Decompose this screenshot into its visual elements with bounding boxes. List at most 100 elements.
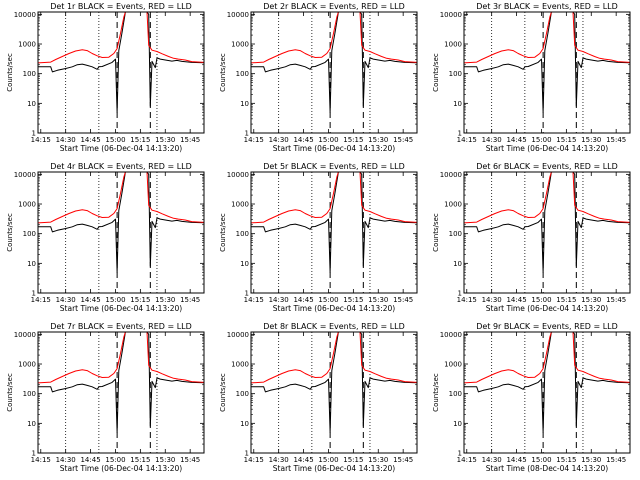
x-tick-label: 14:45 bbox=[293, 456, 313, 464]
y-tick-label: 10 bbox=[453, 100, 462, 108]
y-tick-label: 10 bbox=[27, 100, 36, 108]
y-axis-label: Counts/sec bbox=[432, 213, 440, 252]
x-tick-label: 15:00 bbox=[318, 456, 338, 464]
y-tick-label: 1000 bbox=[444, 201, 462, 209]
events-series-line bbox=[464, 331, 631, 433]
y-tick-label: 1000 bbox=[231, 41, 249, 49]
x-tick-label: 14:45 bbox=[80, 296, 100, 304]
x-axis-label: Start Time (06-Dec-04 14:13:20) bbox=[486, 304, 608, 313]
y-tick-label: 1000 bbox=[18, 201, 36, 209]
y-tick-label: 10000 bbox=[14, 331, 36, 339]
y-tick-label: 1000 bbox=[18, 41, 36, 49]
plot-frame bbox=[250, 11, 418, 134]
y-tick-label: 10000 bbox=[440, 11, 462, 19]
events-series-line bbox=[464, 11, 631, 113]
x-tick-label: 14:30 bbox=[56, 296, 76, 304]
x-tick-label: 15:00 bbox=[531, 136, 551, 144]
y-axis-label: Counts/sec bbox=[6, 53, 14, 92]
y-tick-label: 10 bbox=[240, 100, 249, 108]
x-tick-label: 15:30 bbox=[368, 456, 388, 464]
x-tick-label: 15:30 bbox=[155, 296, 175, 304]
x-tick-label: 15:15 bbox=[130, 296, 150, 304]
chart-title: Det 3r BLACK = Events, RED = LLD bbox=[476, 2, 618, 11]
x-tick-label: 15:00 bbox=[531, 456, 551, 464]
events-series-line bbox=[251, 331, 418, 433]
x-tick-label: 14:15 bbox=[31, 456, 51, 464]
x-tick-label: 14:30 bbox=[482, 456, 502, 464]
x-tick-label: 15:15 bbox=[343, 136, 363, 144]
events-series-line bbox=[38, 171, 205, 273]
y-tick-label: 100 bbox=[236, 390, 249, 398]
x-tick-label: 14:45 bbox=[506, 136, 526, 144]
x-axis-label: Start Time (08-Dec-04 14:13:20) bbox=[486, 464, 608, 473]
y-tick-label: 10 bbox=[453, 260, 462, 268]
y-tick-label: 10000 bbox=[14, 11, 36, 19]
x-tick-label: 15:45 bbox=[393, 456, 413, 464]
y-tick-label: 1000 bbox=[231, 361, 249, 369]
x-tick-label: 14:30 bbox=[56, 456, 76, 464]
chart-title: Det 1r BLACK = Events, RED = LLD bbox=[50, 2, 192, 11]
y-tick-label: 1000 bbox=[231, 201, 249, 209]
x-axis-label: Start Time (06-Dec-04 14:13:20) bbox=[273, 464, 395, 473]
y-tick-label: 10 bbox=[453, 420, 462, 428]
plot-frame bbox=[463, 331, 631, 454]
x-tick-label: 14:45 bbox=[80, 456, 100, 464]
x-tick-label: 15:15 bbox=[343, 456, 363, 464]
chart-title: Det 6r BLACK = Events, RED = LLD bbox=[476, 162, 618, 171]
y-tick-label: 1 bbox=[32, 450, 36, 458]
x-tick-label: 14:15 bbox=[457, 136, 477, 144]
x-tick-label: 15:15 bbox=[343, 296, 363, 304]
x-tick-label: 15:15 bbox=[556, 296, 576, 304]
chart-title: Det 8r BLACK = Events, RED = LLD bbox=[263, 322, 405, 331]
chart-panel: Det 4r BLACK = Events, RED = LLD 1 10 100 10… bbox=[6, 162, 205, 313]
chart-panel: Det 7r BLACK = Events, RED = LLD 1 10 100 10… bbox=[6, 322, 205, 473]
y-tick-label: 100 bbox=[23, 230, 36, 238]
plot-frame bbox=[463, 11, 631, 134]
y-tick-label: 1 bbox=[458, 450, 462, 458]
y-tick-label: 10 bbox=[240, 420, 249, 428]
chart-title: Det 2r BLACK = Events, RED = LLD bbox=[263, 2, 405, 11]
events-series-line bbox=[251, 11, 418, 113]
y-tick-label: 10000 bbox=[227, 171, 249, 179]
x-tick-label: 14:15 bbox=[31, 296, 51, 304]
events-series-line bbox=[38, 331, 205, 433]
x-axis-label: Start Time (06-Dec-04 14:13:20) bbox=[273, 144, 395, 153]
x-tick-label: 14:30 bbox=[269, 456, 289, 464]
x-tick-label: 14:15 bbox=[457, 456, 477, 464]
y-tick-label: 100 bbox=[449, 230, 462, 238]
events-series-line bbox=[464, 171, 631, 273]
x-tick-label: 15:45 bbox=[180, 136, 200, 144]
lld-series-line bbox=[250, 171, 418, 224]
lld-series-line bbox=[250, 11, 418, 64]
y-tick-label: 10000 bbox=[14, 171, 36, 179]
x-tick-label: 15:30 bbox=[368, 136, 388, 144]
x-tick-label: 14:30 bbox=[269, 296, 289, 304]
x-tick-label: 15:45 bbox=[606, 296, 626, 304]
x-tick-label: 15:45 bbox=[393, 136, 413, 144]
chart-panel: Det 9r BLACK = Events, RED = LLD 1 10 100 10… bbox=[432, 322, 631, 473]
y-tick-label: 1 bbox=[245, 130, 249, 138]
x-tick-label: 15:30 bbox=[581, 456, 601, 464]
x-tick-label: 15:15 bbox=[130, 136, 150, 144]
plot-frame bbox=[37, 171, 205, 294]
x-tick-label: 15:45 bbox=[393, 296, 413, 304]
chart-panel: Det 5r BLACK = Events, RED = LLD 1 10 100 10… bbox=[219, 162, 418, 313]
x-tick-label: 14:30 bbox=[482, 296, 502, 304]
y-tick-label: 1000 bbox=[18, 361, 36, 369]
x-tick-label: 14:30 bbox=[269, 136, 289, 144]
y-tick-label: 1 bbox=[32, 130, 36, 138]
x-tick-label: 15:00 bbox=[105, 296, 125, 304]
y-tick-label: 10000 bbox=[227, 331, 249, 339]
plot-frame bbox=[250, 171, 418, 294]
y-tick-label: 1 bbox=[458, 130, 462, 138]
x-tick-label: 15:00 bbox=[318, 136, 338, 144]
y-tick-label: 100 bbox=[23, 390, 36, 398]
y-axis-label: Counts/sec bbox=[219, 373, 227, 412]
y-tick-label: 100 bbox=[236, 230, 249, 238]
chart-panel: Det 6r BLACK = Events, RED = LLD 1 10 100 10… bbox=[432, 162, 631, 313]
plot-frame bbox=[463, 171, 631, 294]
y-tick-label: 1000 bbox=[444, 361, 462, 369]
x-tick-label: 15:00 bbox=[318, 296, 338, 304]
x-tick-label: 14:15 bbox=[244, 296, 264, 304]
